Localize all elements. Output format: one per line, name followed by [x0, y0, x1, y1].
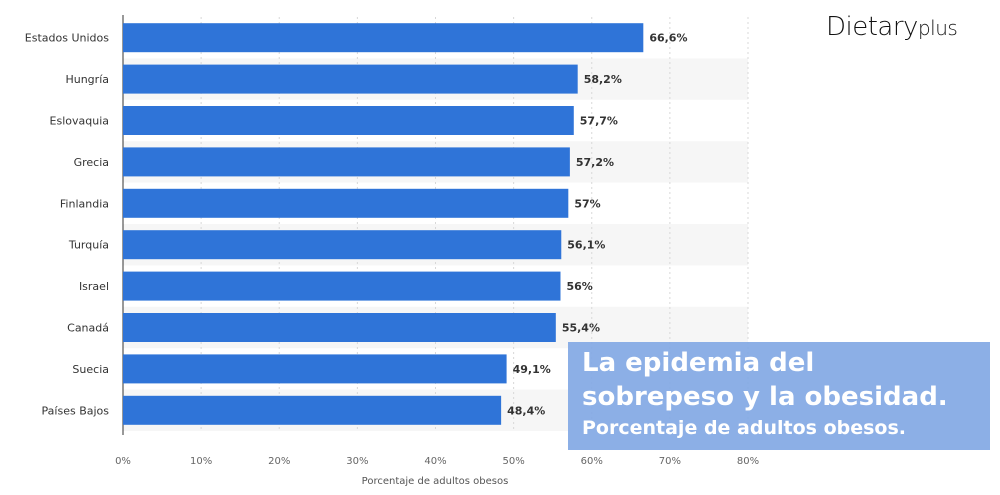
data-label: 48,4% [507, 404, 545, 417]
dietaryplus-logo: Dietaryplus [826, 12, 958, 42]
category-label: Estados Unidos [25, 32, 109, 45]
x-tick-label: 50% [503, 456, 525, 467]
x-tick-label: 0% [115, 456, 131, 467]
logo-suffix: plus [917, 16, 958, 40]
x-axis-title: Porcentaje de adultos obesos [362, 476, 509, 487]
category-label: Finlandia [60, 197, 109, 210]
x-tick-label: 20% [268, 456, 290, 467]
title-overlay: La epidemia del sobrepeso y la obesidad.… [568, 342, 990, 450]
bar [123, 64, 578, 94]
category-label: Grecia [74, 156, 109, 169]
x-tick-label: 40% [424, 456, 446, 467]
x-tick-label: 10% [190, 456, 212, 467]
category-label: Israel [79, 280, 109, 293]
data-label: 49,1% [513, 363, 551, 376]
bar [123, 395, 502, 425]
bar [123, 313, 556, 342]
bar [123, 230, 562, 260]
data-label: 57,7% [580, 115, 618, 128]
category-label: Hungría [65, 73, 109, 86]
data-label: 66,6% [649, 32, 687, 45]
bar [123, 23, 644, 53]
bar [123, 271, 561, 301]
category-label: Canadá [67, 322, 109, 335]
x-tick-label: 30% [346, 456, 368, 467]
category-label: Eslovaquia [50, 115, 109, 128]
data-label: 55,4% [562, 322, 600, 335]
data-label: 58,2% [584, 73, 622, 86]
data-label: 56% [567, 280, 593, 293]
x-tick-label: 70% [659, 456, 681, 467]
category-label: Turquía [68, 239, 109, 252]
x-tick-label: 60% [581, 456, 603, 467]
bar [123, 147, 570, 177]
overlay-title-line1: La epidemia del [582, 348, 815, 378]
overlay-subtitle: Porcentaje de adultos obesos. [582, 417, 906, 439]
bar [123, 354, 507, 384]
data-label: 57% [574, 197, 600, 210]
data-label: 57,2% [576, 156, 614, 169]
bar [123, 188, 569, 218]
x-tick-label: 80% [737, 456, 759, 467]
overlay-title-line2: sobrepeso y la obesidad. [582, 382, 948, 412]
data-label: 56,1% [567, 239, 605, 252]
category-label: Suecia [72, 363, 109, 376]
bar [123, 106, 574, 135]
category-label: Países Bajos [42, 404, 110, 417]
logo-text: Dietary [826, 12, 918, 42]
